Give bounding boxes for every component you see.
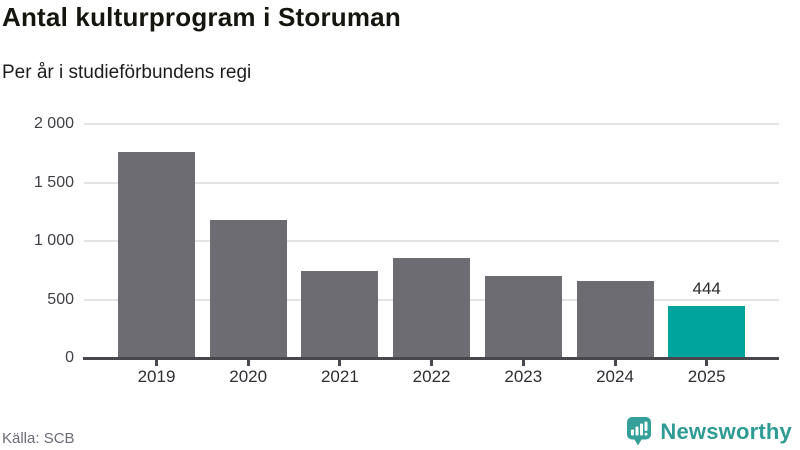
gridline-1000 — [84, 240, 779, 242]
x-axis-label-2020: 2020 — [229, 367, 268, 386]
x-axis-label-2023: 2023 — [504, 367, 543, 386]
x-tick-2023 — [521, 360, 525, 366]
x-axis-label-2019: 2019 — [137, 367, 176, 386]
x-tick-2022 — [430, 360, 434, 366]
y-axis-label-1000: 1 000 — [33, 232, 74, 249]
x-tick-2024 — [613, 360, 617, 366]
newsworthy-logo: Newsworthy — [626, 416, 792, 447]
y-axis-label-0: 0 — [65, 349, 74, 366]
source-credit: Källa: SCB — [2, 430, 75, 447]
bar-value-label-2025: 444 — [692, 279, 721, 299]
chart-title: Antal kulturprogram i Storuman — [2, 2, 401, 32]
x-tick-2019 — [155, 360, 158, 366]
bar-2020 — [209, 219, 287, 358]
gridline-2000 — [84, 123, 779, 125]
x-axis-line — [83, 357, 779, 360]
bar-2025 — [668, 306, 746, 358]
gridline-1500 — [84, 181, 779, 184]
y-axis-label-2000: 2 000 — [33, 115, 74, 132]
x-axis-label-2025: 2025 — [687, 367, 726, 386]
bar-2023 — [484, 276, 562, 358]
x-axis-label-2021: 2021 — [320, 367, 359, 386]
x-tick-2021 — [338, 360, 342, 366]
chart-subtitle: Per år i studieförbundens regi — [2, 62, 252, 83]
bar-2019 — [118, 152, 195, 358]
x-tick-2020 — [246, 360, 250, 366]
x-axis-label-2024: 2024 — [596, 367, 634, 386]
y-axis-label-1500: 1 500 — [33, 173, 74, 191]
x-tick-2025 — [705, 360, 709, 366]
x-axis-label-2022: 2022 — [412, 367, 451, 386]
newsworthy-bubble-chart-icon — [627, 417, 652, 446]
bar-2021 — [301, 270, 379, 358]
bar-2022 — [393, 257, 471, 358]
bar-2024 — [576, 280, 654, 358]
y-axis-label-500: 500 — [47, 290, 74, 308]
newsworthy-wordmark: Newsworthy — [660, 418, 792, 444]
